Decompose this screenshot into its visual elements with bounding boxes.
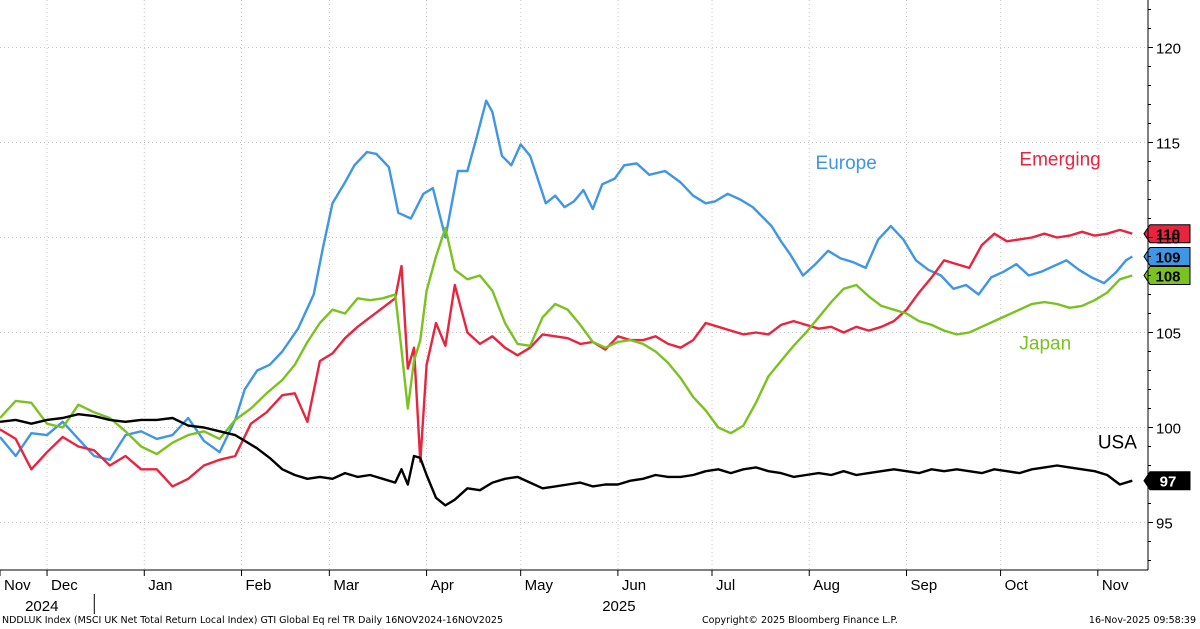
footer-copyright: Copyright© 2025 Bloomberg Finance L.P. (702, 615, 898, 626)
series-line-europe (0, 99, 1133, 461)
last-value-tag-bg (1143, 224, 1191, 244)
last-value-tag-bg (1143, 247, 1191, 266)
y-tick-label: 105 (1156, 326, 1181, 343)
y-tick-label: 95 (1156, 516, 1173, 533)
last-value-tag-text: 110 (1156, 227, 1180, 244)
x-tick-label: Apr (431, 577, 454, 594)
last-value-tag-text: 97 (1160, 474, 1177, 491)
last-value-tag-japan: 108 (1143, 266, 1191, 286)
x-tick-label: Nov (1102, 577, 1129, 594)
last-value-tag-emerging: 110 (1143, 224, 1191, 244)
footer-timestamp: 16-Nov-2025 09:58:39 (1088, 615, 1196, 626)
last-value-tag-europe: 109 (1143, 247, 1191, 267)
y-tick-label: 115 (1156, 136, 1180, 153)
grid (0, 0, 1148, 570)
x-tick-label: Jan (148, 577, 172, 594)
x-tick-label: Oct (1005, 577, 1029, 594)
x-tick-label: Nov (4, 577, 31, 594)
x-tick-label: Feb (246, 577, 272, 594)
x-tick-label: Jul (716, 577, 735, 594)
series-label-usa: USA (1098, 432, 1137, 453)
series-line-usa (0, 413, 1133, 507)
x-tick-label: Sep (910, 577, 937, 594)
last-value-tag-text: 109 (1155, 250, 1180, 267)
y-tick-label: 100 (1156, 421, 1181, 438)
series-label-emerging: Emerging (1019, 149, 1100, 170)
year-label: 2024 (25, 598, 58, 615)
y-tick-label: 120 (1156, 41, 1181, 58)
series-labels: Europe Emerging Japan USA 110 109 108 97 (816, 149, 1191, 491)
x-tick-label: Mar (333, 577, 359, 594)
last-value-tag-text: 108 (1155, 269, 1180, 286)
last-value-tag-usa: 97 (1143, 471, 1191, 491)
series-label-japan: Japan (1019, 334, 1071, 355)
axes: 95 100 105 110 115 120 Nov Dec Jan Feb Mar Apr May Ju… (0, 0, 1181, 615)
x-tick-label: Aug (813, 577, 840, 594)
series-lines (0, 99, 1133, 507)
x-tick-label: Dec (51, 577, 78, 594)
series-label-europe: Europe (816, 153, 877, 174)
footer-source: NDDLUK Index (MSCI UK Net Total Return L… (2, 615, 503, 626)
series-line-japan (0, 226, 1133, 456)
last-value-tag-bg (1143, 471, 1191, 491)
y-tick-label: 110 (1156, 231, 1180, 248)
x-tick-label: May (525, 577, 554, 594)
last-value-tag-bg (1143, 266, 1191, 285)
x-tick-label: Jun (622, 577, 646, 594)
series-line-emerging (0, 228, 1133, 488)
year-label: 2025 (602, 598, 635, 615)
